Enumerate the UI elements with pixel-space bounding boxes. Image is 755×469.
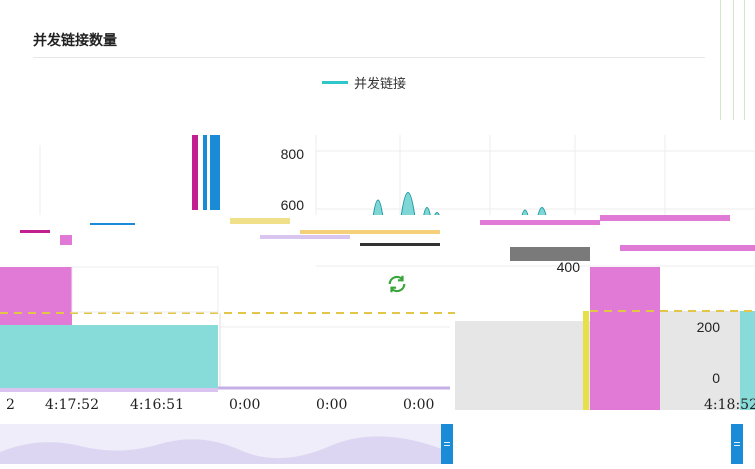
y-tick-label: 200 [696, 319, 720, 335]
frame-line [720, 0, 721, 120]
x-tick-label: 0:00 [403, 397, 435, 413]
y-tick-label: 0 [712, 370, 720, 386]
x-tick-label: 2 [6, 397, 15, 413]
chart-plot-area: 800 600 400 200 0 [0, 130, 755, 412]
glitch-bar [192, 130, 198, 210]
glitch-block [590, 267, 660, 412]
frame-line [744, 0, 745, 120]
grid [39, 135, 755, 328]
glitch-block [455, 321, 590, 411]
glitch-block [660, 311, 740, 411]
glitch-block [0, 267, 72, 327]
panel-title: 并发链接数量 [33, 32, 117, 48]
title-divider [33, 57, 705, 58]
zoom-handle-icon[interactable]: = [441, 424, 453, 464]
glitch-bar [210, 130, 220, 210]
legend-label: 并发链接 [354, 76, 407, 91]
x-tick-label: 4:18:52 [704, 397, 755, 413]
refresh-icon[interactable] [386, 273, 408, 295]
glitch-block [583, 311, 589, 411]
x-tick-label: 0:00 [316, 397, 348, 413]
x-tick-label: 4:17:52 [45, 397, 99, 413]
y-tick-label: 800 [280, 146, 304, 162]
glitch-bar [203, 130, 207, 210]
x-tick-label: 0:00 [229, 397, 261, 413]
series-area [0, 325, 218, 388]
glitch-block [71, 266, 219, 313]
legend-swatch [322, 81, 348, 84]
slider-preview [0, 424, 450, 464]
x-tick-label: 4:16:51 [130, 397, 184, 413]
frame-line [733, 0, 734, 120]
chart-canvas [0, 130, 755, 412]
zoom-handle-icon[interactable]: = [731, 424, 743, 464]
data-zoom-slider[interactable] [0, 416, 755, 464]
y-tick-label: 400 [556, 259, 580, 275]
chart-legend[interactable]: 并发链接 [322, 73, 406, 92]
series-area [740, 311, 755, 411]
panel-header: 并发链接数量 并发链接 [0, 0, 755, 130]
y-tick-label: 600 [280, 197, 304, 213]
glitch-band [0, 215, 755, 261]
series-baseline [0, 388, 218, 392]
